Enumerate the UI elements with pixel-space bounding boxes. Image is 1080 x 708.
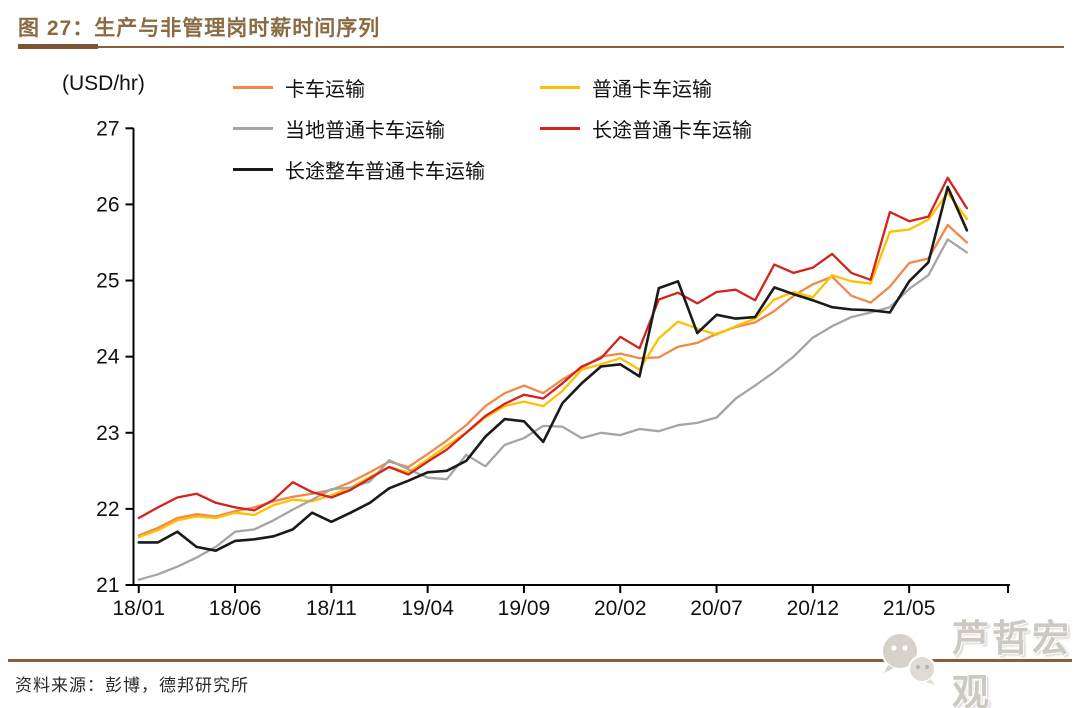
legend-line-swatch	[540, 127, 580, 130]
legend-line-swatch	[233, 127, 273, 130]
legend-item-3[interactable]: 当地普通卡车运输	[233, 108, 540, 149]
legend-line-swatch	[233, 168, 273, 171]
data-source-note: 资料来源：彭博，德邦研究所	[15, 676, 249, 695]
y-tick-label: 25	[96, 270, 119, 293]
legend-label: 普通卡车运输	[592, 79, 712, 101]
chart-legend: 卡车运输 普通卡车运输当地普通卡车运输 长途普通卡车运输长途整车普通卡车运输	[233, 67, 873, 190]
x-tick-label: 19/04	[401, 597, 454, 620]
brand-watermark-text: 芦哲宏观	[952, 618, 1072, 708]
x-tick-label: 21/05	[883, 597, 936, 620]
title-divider-line	[18, 46, 1064, 48]
legend-item-1[interactable]: 卡车运输	[233, 67, 540, 108]
legend-line-swatch	[540, 86, 580, 89]
footer-divider-line	[8, 659, 1072, 662]
x-tick-label: 20/12	[787, 597, 840, 620]
x-tick-label: 18/06	[209, 597, 262, 620]
legend-label: 长途普通卡车运输	[592, 120, 752, 142]
legend-item-2[interactable]: 普通卡车运输	[540, 67, 712, 108]
y-tick-label: 26	[96, 193, 119, 216]
y-axis-unit-label: (USD/hr)	[62, 72, 145, 95]
legend-item-5[interactable]: 长途整车普通卡车运输	[233, 149, 540, 190]
series-line-2	[137, 191, 969, 539]
series-line-3	[137, 238, 969, 581]
y-tick-label: 27	[96, 117, 119, 140]
legend-label: 卡车运输	[285, 79, 365, 101]
title-divider-accent	[18, 44, 98, 49]
x-tick-label: 19/09	[498, 597, 551, 620]
x-tick-label: 20/07	[690, 597, 743, 620]
y-tick-label: 21	[96, 574, 119, 597]
x-tick-label: 18/11	[306, 597, 357, 620]
series-line-5	[137, 185, 969, 553]
legend-line-swatch	[233, 86, 273, 89]
brand-watermark: 芦哲宏观	[874, 618, 1080, 708]
legend-label: 当地普通卡车运输	[285, 120, 445, 142]
legend-item-4[interactable]: 长途普通卡车运输	[540, 108, 752, 149]
y-tick-label: 22	[96, 498, 119, 521]
figure-title: 图 27：生产与非管理岗时薪时间序列	[18, 17, 381, 40]
y-tick-label: 24	[96, 346, 120, 369]
y-tick-label: 23	[96, 422, 119, 445]
series-line-1	[137, 223, 969, 537]
legend-label: 长途整车普通卡车运输	[285, 161, 485, 183]
wechat-chat-bubbles-icon	[874, 627, 946, 698]
series-line-4	[137, 176, 969, 520]
x-tick-label: 18/01	[112, 597, 165, 620]
x-tick-label: 20/02	[594, 597, 647, 620]
